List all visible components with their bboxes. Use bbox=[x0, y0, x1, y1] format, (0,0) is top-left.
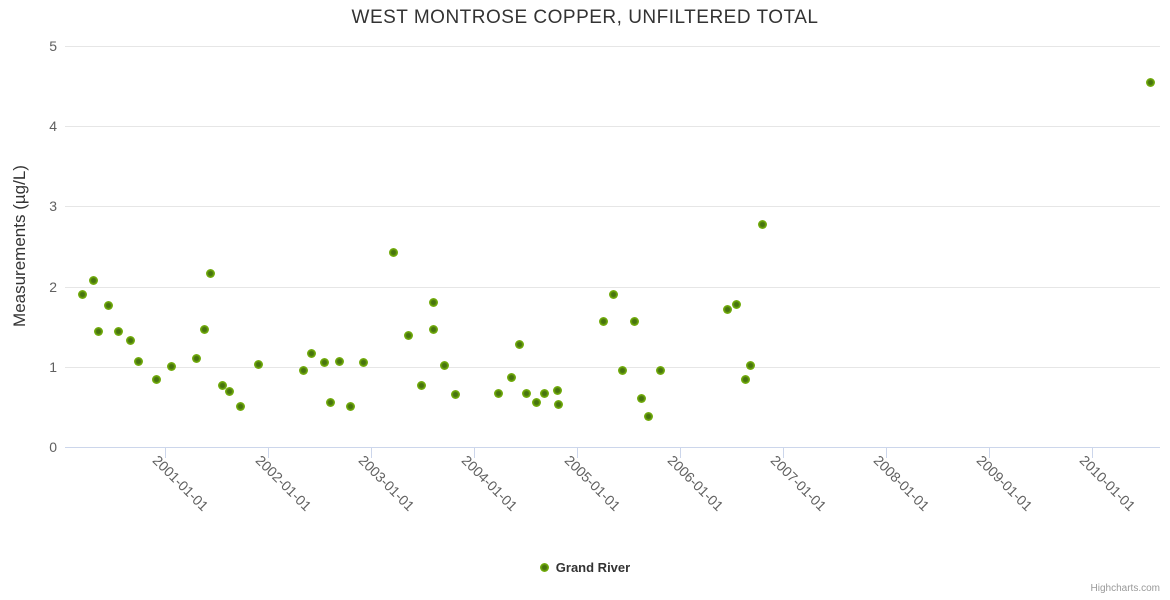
data-point[interactable] bbox=[113, 327, 123, 336]
x-axis-line bbox=[65, 447, 1160, 448]
data-point[interactable] bbox=[125, 335, 135, 345]
x-axis-tick bbox=[989, 448, 990, 458]
data-point[interactable] bbox=[745, 361, 755, 371]
x-axis-tick bbox=[165, 448, 166, 458]
data-point[interactable] bbox=[540, 388, 550, 398]
data-point[interactable] bbox=[151, 375, 161, 385]
data-point[interactable] bbox=[554, 399, 564, 409]
x-axis-tick bbox=[268, 448, 269, 458]
data-point[interactable] bbox=[494, 388, 504, 398]
y-axis-title: Measurements (µg/L) bbox=[10, 165, 29, 327]
data-point[interactable] bbox=[450, 390, 460, 400]
data-point[interactable] bbox=[404, 331, 414, 341]
data-point[interactable] bbox=[609, 290, 619, 300]
data-point[interactable] bbox=[307, 349, 317, 359]
data-point[interactable] bbox=[428, 298, 438, 308]
data-point[interactable] bbox=[133, 357, 143, 367]
data-point[interactable] bbox=[521, 388, 531, 398]
data-point[interactable] bbox=[389, 247, 399, 257]
data-point[interactable] bbox=[629, 317, 639, 327]
data-point[interactable] bbox=[205, 269, 215, 279]
y-axis-tick-label: 3 bbox=[49, 198, 57, 215]
data-point[interactable] bbox=[103, 301, 113, 311]
x-axis-tick-label: 2009-01-01 bbox=[973, 452, 1036, 514]
data-point[interactable] bbox=[200, 325, 210, 335]
data-point[interactable] bbox=[359, 358, 369, 368]
x-axis-tick bbox=[474, 448, 475, 458]
x-axis-tick bbox=[1092, 448, 1093, 458]
y-gridline bbox=[65, 126, 1160, 128]
x-axis-tick bbox=[783, 448, 784, 458]
data-point[interactable] bbox=[298, 365, 308, 375]
x-axis-tick-label: 2005-01-01 bbox=[561, 452, 624, 514]
data-point[interactable] bbox=[618, 366, 628, 376]
data-point[interactable] bbox=[225, 387, 235, 397]
data-point[interactable] bbox=[722, 304, 732, 314]
data-point[interactable] bbox=[439, 360, 449, 370]
legend-label: Grand River bbox=[555, 560, 631, 575]
data-point[interactable] bbox=[552, 385, 562, 395]
data-point[interactable] bbox=[655, 365, 665, 375]
y-gridline bbox=[65, 286, 1160, 288]
data-point[interactable] bbox=[429, 325, 439, 335]
data-point[interactable] bbox=[644, 412, 654, 422]
data-point[interactable] bbox=[346, 402, 356, 412]
credits-link[interactable]: Highcharts.com bbox=[1090, 583, 1160, 594]
data-point[interactable] bbox=[506, 372, 516, 382]
y-axis-tick-label: 5 bbox=[49, 38, 57, 54]
data-point[interactable] bbox=[740, 375, 750, 385]
data-point[interactable] bbox=[598, 317, 608, 327]
data-point[interactable] bbox=[191, 354, 201, 364]
data-point[interactable] bbox=[166, 362, 176, 372]
y-axis-tick-label: 4 bbox=[49, 118, 57, 135]
x-axis-tick-label: 2008-01-01 bbox=[870, 452, 933, 514]
x-axis-tick-label: 2004-01-01 bbox=[458, 452, 521, 514]
data-point[interactable] bbox=[253, 359, 263, 369]
x-axis-tick bbox=[371, 448, 372, 458]
data-point[interactable] bbox=[93, 327, 103, 336]
y-axis-tick-label: 1 bbox=[49, 358, 57, 375]
data-point[interactable] bbox=[1146, 77, 1156, 87]
chart-title: WEST MONTROSE COPPER, UNFILTERED TOTAL bbox=[351, 7, 819, 28]
data-point[interactable] bbox=[416, 380, 426, 390]
data-point[interactable] bbox=[636, 394, 646, 404]
legend-item-grand-river[interactable]: Grand River bbox=[539, 560, 631, 575]
data-point[interactable] bbox=[758, 219, 768, 229]
y-gridline bbox=[65, 366, 1160, 368]
y-axis-tick-label: 0 bbox=[49, 439, 57, 455]
y-gridline bbox=[65, 206, 1160, 208]
x-axis-tick-label: 2001-01-01 bbox=[149, 452, 212, 514]
data-point[interactable] bbox=[515, 339, 525, 349]
data-point[interactable] bbox=[236, 402, 246, 412]
x-axis-tick-label: 2010-01-01 bbox=[1076, 452, 1139, 514]
x-axis-tick-label: 2007-01-01 bbox=[767, 452, 830, 514]
legend: Grand River bbox=[0, 560, 1170, 575]
data-point[interactable] bbox=[326, 397, 336, 407]
x-axis-tick bbox=[577, 448, 578, 458]
x-axis-tick bbox=[680, 448, 681, 458]
data-point[interactable] bbox=[89, 275, 99, 285]
y-axis-tick-label: 2 bbox=[49, 278, 57, 295]
x-axis-tick-label: 2006-01-01 bbox=[664, 452, 727, 514]
x-axis-tick-label: 2002-01-01 bbox=[252, 452, 315, 514]
series-marker-icon bbox=[539, 563, 549, 572]
data-point[interactable] bbox=[531, 398, 541, 408]
data-point[interactable] bbox=[731, 299, 741, 309]
data-point[interactable] bbox=[335, 357, 345, 367]
x-axis-tick bbox=[886, 448, 887, 458]
y-gridline bbox=[65, 46, 1160, 47]
data-point[interactable] bbox=[218, 380, 228, 390]
x-axis-tick-label: 2003-01-01 bbox=[355, 452, 418, 514]
data-point[interactable] bbox=[78, 290, 88, 300]
data-point[interactable] bbox=[319, 358, 329, 368]
